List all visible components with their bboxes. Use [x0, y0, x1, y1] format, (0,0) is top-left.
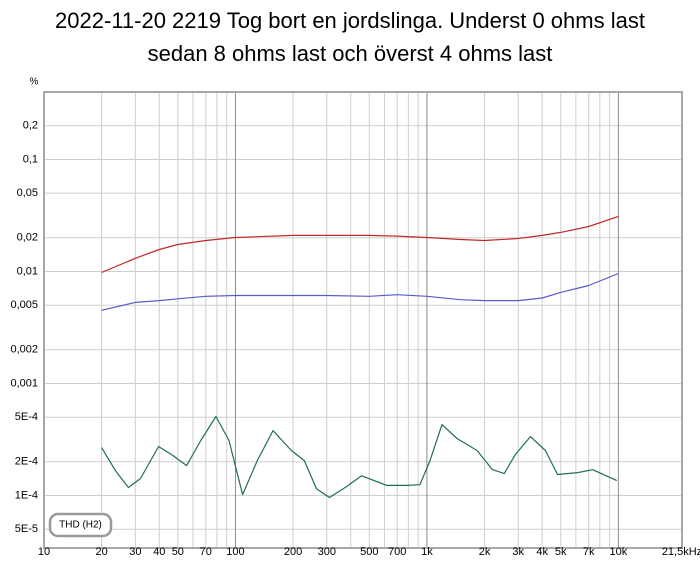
y-tick-label: 0,001 — [10, 377, 38, 389]
x-tick-label: 200 — [284, 546, 302, 558]
y-tick-label: 1E-4 — [15, 489, 38, 501]
x-tick-label: 100 — [226, 546, 244, 558]
x-tick-label: 2k — [479, 546, 491, 558]
chart-title: 2022-11-20 2219 Tog bort en jordslinga. … — [55, 8, 645, 33]
x-tick-label: 5k — [555, 546, 567, 558]
x-tick-label: 10k — [609, 546, 627, 558]
x-tick-label: 3k — [512, 546, 524, 558]
series-line — [101, 272, 619, 311]
y-tick-label: 5E-4 — [15, 411, 38, 423]
y-tick-label: 0,02 — [17, 232, 38, 244]
plot-frame — [43, 91, 683, 549]
y-tick-label: 0,05 — [17, 187, 38, 199]
x-tick-label: 40 — [153, 546, 165, 558]
x-tick-label: 21,5kHz — [662, 546, 700, 558]
x-tick-label: 30 — [129, 546, 141, 558]
y-tick-label: 0,1 — [23, 153, 38, 165]
x-tick-label: 10 — [38, 546, 50, 558]
x-tick-label: 70 — [200, 546, 212, 558]
x-tick-label: 1k — [421, 546, 433, 558]
series-line — [101, 215, 619, 274]
y-axis-label: % — [30, 77, 39, 88]
x-tick-label: 500 — [360, 546, 378, 558]
x-tick-label: 7k — [583, 546, 595, 558]
chart-title: sedan 8 ohms last och överst 4 ohms last — [148, 41, 553, 66]
x-tick-label: 300 — [318, 546, 336, 558]
legend-box — [48, 512, 113, 538]
y-tick-label: 0,2 — [23, 120, 38, 132]
x-tick-label: 50 — [172, 546, 184, 558]
x-tick-label: 20 — [96, 546, 108, 558]
x-tick-label: 4k — [536, 546, 548, 558]
y-tick-label: 0,002 — [10, 344, 38, 356]
x-tick-label: 700 — [388, 546, 406, 558]
plot-lines — [101, 215, 619, 499]
y-tick-label: 2E-4 — [15, 456, 38, 468]
y-tick-label: 0,01 — [17, 265, 38, 277]
y-tick-label: 0,005 — [10, 299, 38, 311]
series-line — [101, 415, 618, 499]
legend-label: THD (H2) — [59, 520, 102, 531]
y-tick-label: 5E-5 — [15, 523, 38, 535]
